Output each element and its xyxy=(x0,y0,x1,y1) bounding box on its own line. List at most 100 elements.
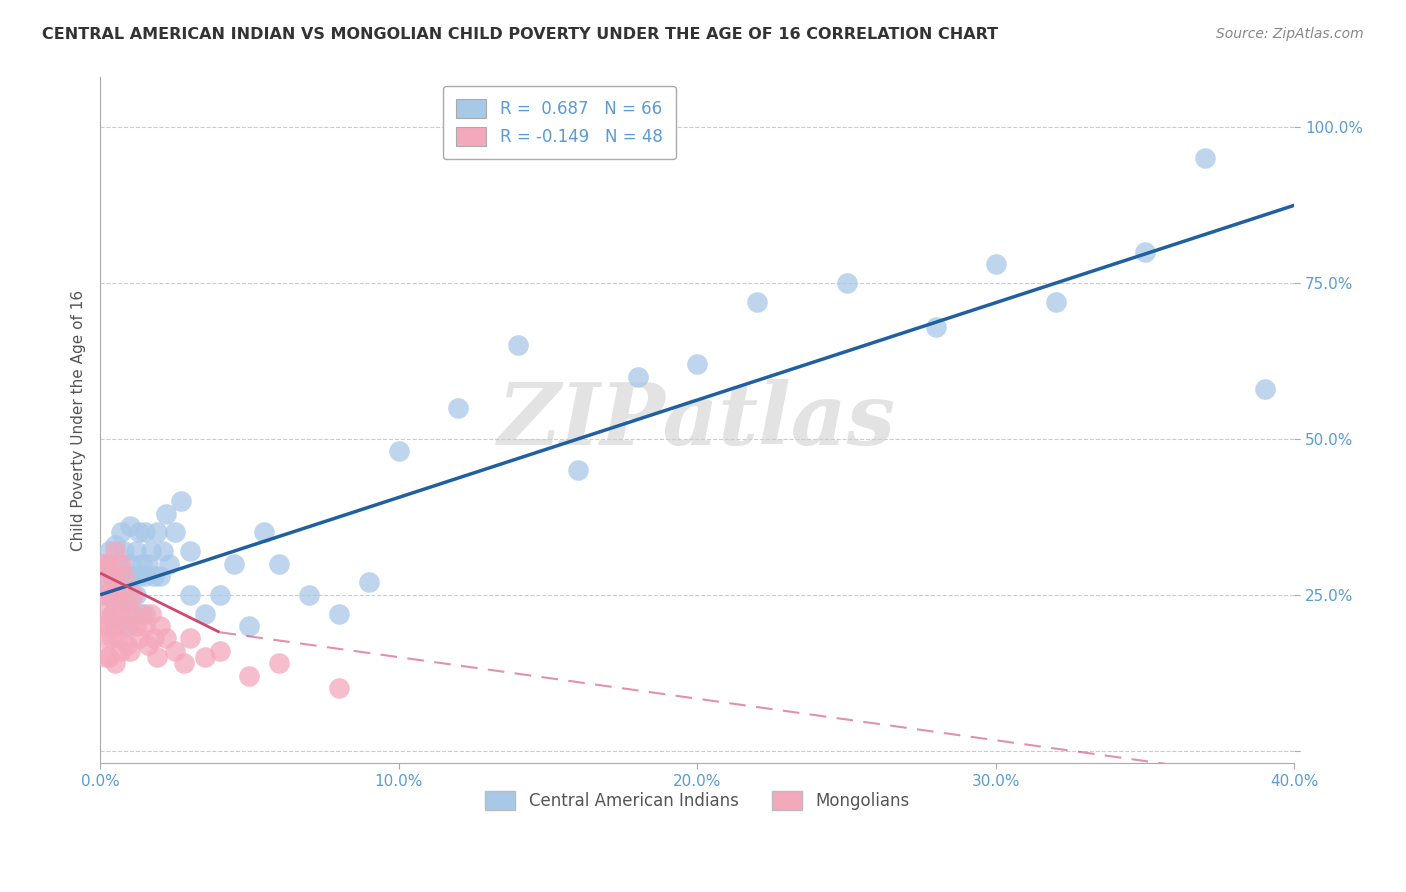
Point xyxy=(94,607,117,621)
Legend: Central American Indians, Mongolians: Central American Indians, Mongolians xyxy=(472,778,922,823)
Point xyxy=(194,607,217,621)
Point xyxy=(110,607,132,621)
Point xyxy=(125,619,148,633)
Point xyxy=(110,557,132,571)
Point xyxy=(146,650,169,665)
Point xyxy=(110,607,132,621)
Point xyxy=(208,644,231,658)
Point xyxy=(142,632,165,646)
Point xyxy=(179,632,201,646)
Point xyxy=(118,519,141,533)
Point xyxy=(128,525,150,540)
Point xyxy=(238,669,260,683)
Point xyxy=(131,557,153,571)
Point xyxy=(98,588,121,602)
Point xyxy=(115,619,138,633)
Point xyxy=(122,569,145,583)
Point xyxy=(118,557,141,571)
Point xyxy=(104,619,127,633)
Point xyxy=(626,369,648,384)
Point xyxy=(157,557,180,571)
Point xyxy=(388,444,411,458)
Point xyxy=(107,594,129,608)
Point xyxy=(134,619,156,633)
Point xyxy=(142,569,165,583)
Point xyxy=(107,588,129,602)
Point xyxy=(101,569,124,583)
Point xyxy=(224,557,246,571)
Point xyxy=(101,569,124,583)
Point xyxy=(925,319,948,334)
Point xyxy=(447,401,470,415)
Point xyxy=(139,607,162,621)
Point xyxy=(128,632,150,646)
Point xyxy=(149,619,172,633)
Point xyxy=(1194,152,1216,166)
Point xyxy=(269,557,291,571)
Point xyxy=(104,538,127,552)
Point xyxy=(1045,294,1067,309)
Point xyxy=(101,632,124,646)
Point xyxy=(115,638,138,652)
Point xyxy=(179,588,201,602)
Point xyxy=(94,650,117,665)
Point xyxy=(115,569,138,583)
Point xyxy=(112,582,135,596)
Point xyxy=(508,338,530,352)
Point xyxy=(179,544,201,558)
Point xyxy=(94,588,117,602)
Point xyxy=(118,594,141,608)
Point xyxy=(107,557,129,571)
Point xyxy=(98,619,121,633)
Text: ZIPatlas: ZIPatlas xyxy=(498,378,897,462)
Point xyxy=(146,525,169,540)
Point xyxy=(745,294,768,309)
Point xyxy=(128,569,150,583)
Point xyxy=(104,582,127,596)
Point xyxy=(110,644,132,658)
Point xyxy=(112,619,135,633)
Point xyxy=(112,544,135,558)
Point xyxy=(152,544,174,558)
Point xyxy=(118,644,141,658)
Point xyxy=(139,544,162,558)
Point xyxy=(122,588,145,602)
Point xyxy=(170,494,193,508)
Point xyxy=(91,557,114,571)
Point xyxy=(134,525,156,540)
Point xyxy=(1253,382,1275,396)
Point xyxy=(94,569,117,583)
Point xyxy=(357,575,380,590)
Point xyxy=(91,557,114,571)
Point xyxy=(238,619,260,633)
Point xyxy=(110,569,132,583)
Point xyxy=(298,588,321,602)
Point xyxy=(136,638,159,652)
Point xyxy=(112,569,135,583)
Point xyxy=(104,582,127,596)
Point xyxy=(98,575,121,590)
Y-axis label: Child Poverty Under the Age of 16: Child Poverty Under the Age of 16 xyxy=(72,290,86,551)
Point xyxy=(131,607,153,621)
Point xyxy=(91,619,114,633)
Point xyxy=(194,650,217,665)
Point xyxy=(1133,244,1156,259)
Point xyxy=(328,607,350,621)
Point xyxy=(136,557,159,571)
Point xyxy=(686,357,709,371)
Point xyxy=(94,632,117,646)
Point xyxy=(115,594,138,608)
Point xyxy=(155,507,177,521)
Point xyxy=(107,632,129,646)
Point xyxy=(101,607,124,621)
Point xyxy=(269,657,291,671)
Point xyxy=(110,525,132,540)
Point xyxy=(134,569,156,583)
Point xyxy=(125,588,148,602)
Point xyxy=(328,681,350,696)
Point xyxy=(125,544,148,558)
Point xyxy=(253,525,276,540)
Point xyxy=(98,650,121,665)
Point xyxy=(208,588,231,602)
Point xyxy=(149,569,172,583)
